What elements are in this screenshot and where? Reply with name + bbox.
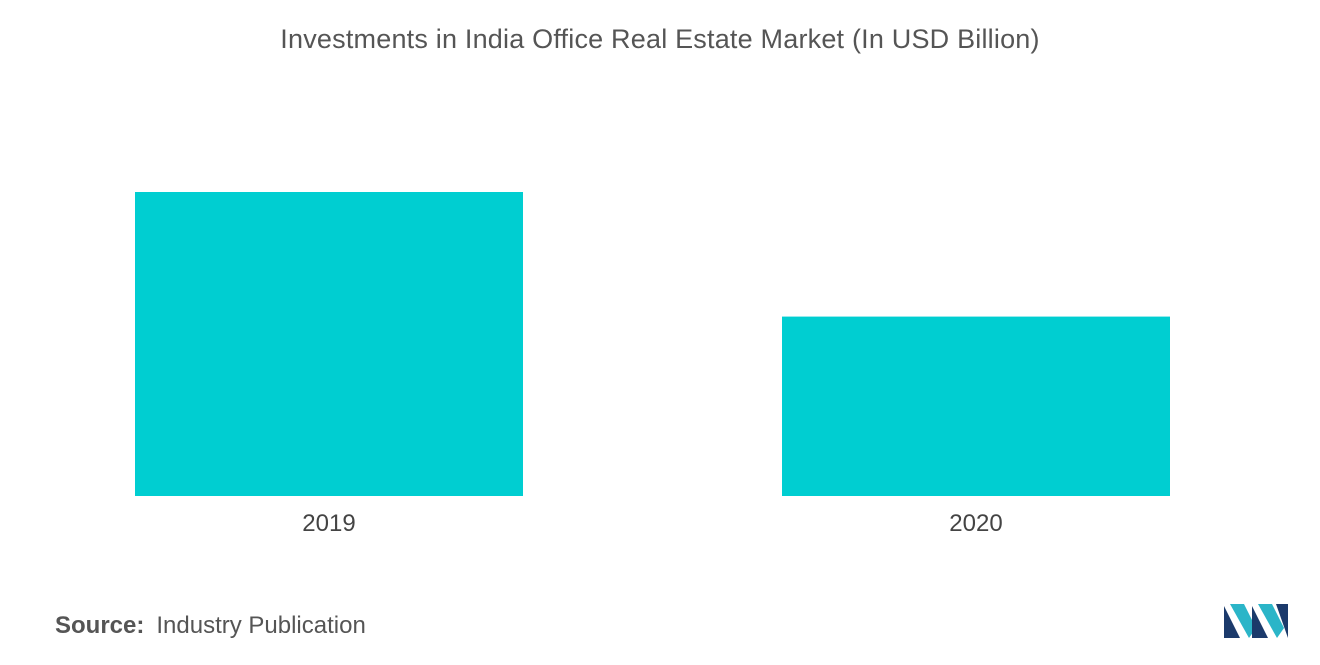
x-tick-label-2019: 2019 — [302, 510, 355, 537]
source-text: Industry Publication — [156, 612, 366, 639]
bar-2020 — [782, 316, 1170, 496]
source-label: Source: — [55, 612, 145, 639]
chart-title: Investments in India Office Real Estate … — [280, 24, 1040, 54]
bar-2019 — [135, 192, 523, 496]
source-note: Source: Industry Publication — [55, 612, 366, 640]
x-tick-label-2020: 2020 — [949, 510, 1002, 537]
mordor-intelligence-logo-icon — [1224, 604, 1288, 638]
